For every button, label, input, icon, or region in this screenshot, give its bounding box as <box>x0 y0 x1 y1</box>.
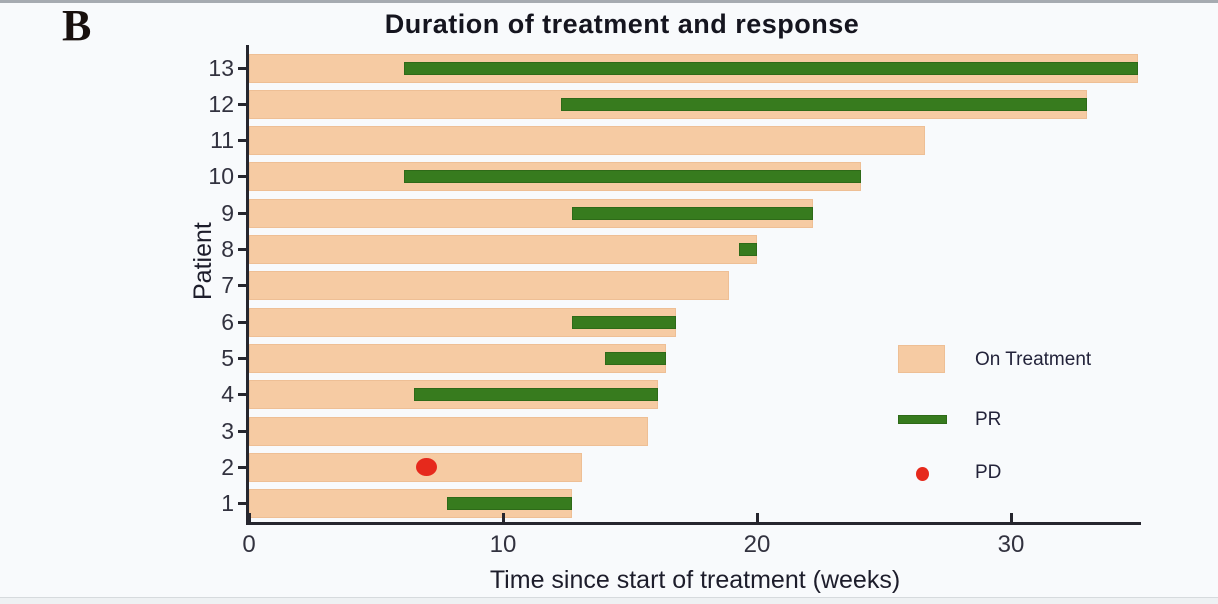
y-tick-mark <box>238 66 247 70</box>
y-tick-mark <box>238 175 247 179</box>
legend-swatch-pr <box>898 415 947 424</box>
x-axis-title: Time since start of treatment (weeks) <box>489 566 901 594</box>
legend-dot-pd <box>916 467 929 481</box>
y-tick-mark <box>238 502 247 506</box>
y-tick-label: 7 <box>221 272 234 299</box>
y-tick-mark <box>238 356 247 360</box>
y-tick-label: 11 <box>210 127 234 154</box>
y-tick-mark <box>238 429 247 433</box>
y-tick-mark <box>238 248 247 251</box>
legend-label-on-treatment: On Treatment <box>975 349 1092 370</box>
y-tick-mark <box>238 284 247 288</box>
top-border-strip <box>0 0 1218 3</box>
y-tick-mark <box>238 211 247 215</box>
x-tick-mark <box>1009 513 1013 522</box>
y-tick-label: 4 <box>221 381 234 408</box>
y-tick-label: 3 <box>221 417 234 444</box>
y-tick-mark <box>238 393 247 397</box>
legend-label-pd: PD <box>975 462 1002 483</box>
y-tick-label: 5 <box>221 344 234 371</box>
pr-bar <box>571 315 676 329</box>
y-tick-mark <box>238 139 247 143</box>
x-tick-mark <box>755 513 759 522</box>
pr-bar <box>571 206 813 220</box>
y-tick-label: 1 <box>221 490 234 517</box>
pr-bar <box>403 61 1138 75</box>
y-tick-label: 2 <box>221 453 234 480</box>
panel-label: B <box>62 1 92 50</box>
y-tick-label: 6 <box>221 308 234 335</box>
treatment-bar <box>249 126 925 156</box>
y-tick-label: 10 <box>208 163 234 190</box>
y-tick-mark <box>238 465 247 469</box>
legend-label-pr: PR <box>975 409 1002 430</box>
bottom-border-strip <box>0 598 1218 604</box>
y-tick-mark <box>238 102 247 106</box>
x-tick-label: 30 <box>997 531 1025 558</box>
pr-bar <box>604 351 666 365</box>
y-tick-label: 9 <box>221 199 234 226</box>
y-tick-mark <box>238 320 247 324</box>
pr-bar <box>739 243 757 256</box>
y-tick-label: 8 <box>221 236 234 262</box>
pr-bar <box>414 388 658 402</box>
pr-bar <box>447 497 572 511</box>
treatment-bar <box>249 271 730 301</box>
x-axis-line <box>246 522 1141 525</box>
x-tick-mark <box>247 513 251 522</box>
y-tick-label: 12 <box>208 90 234 117</box>
x-tick-mark <box>501 513 505 522</box>
x-tick-label: 0 <box>242 531 256 558</box>
bottom-divider <box>0 597 1218 598</box>
pr-bar <box>561 97 1088 111</box>
treatment-bar <box>249 452 582 482</box>
pr-bar <box>403 170 862 184</box>
pd-dot <box>416 458 438 477</box>
x-tick-label: 20 <box>743 531 771 558</box>
treatment-bar <box>249 343 666 373</box>
y-axis-line <box>246 45 249 525</box>
x-tick-label: 10 <box>489 531 517 558</box>
treatment-bar <box>249 416 648 446</box>
legend-swatch-on-treatment <box>898 345 945 373</box>
chart-title: Duration of treatment and response <box>384 9 860 39</box>
treatment-bar <box>249 235 757 264</box>
y-tick-label: 13 <box>208 54 234 81</box>
